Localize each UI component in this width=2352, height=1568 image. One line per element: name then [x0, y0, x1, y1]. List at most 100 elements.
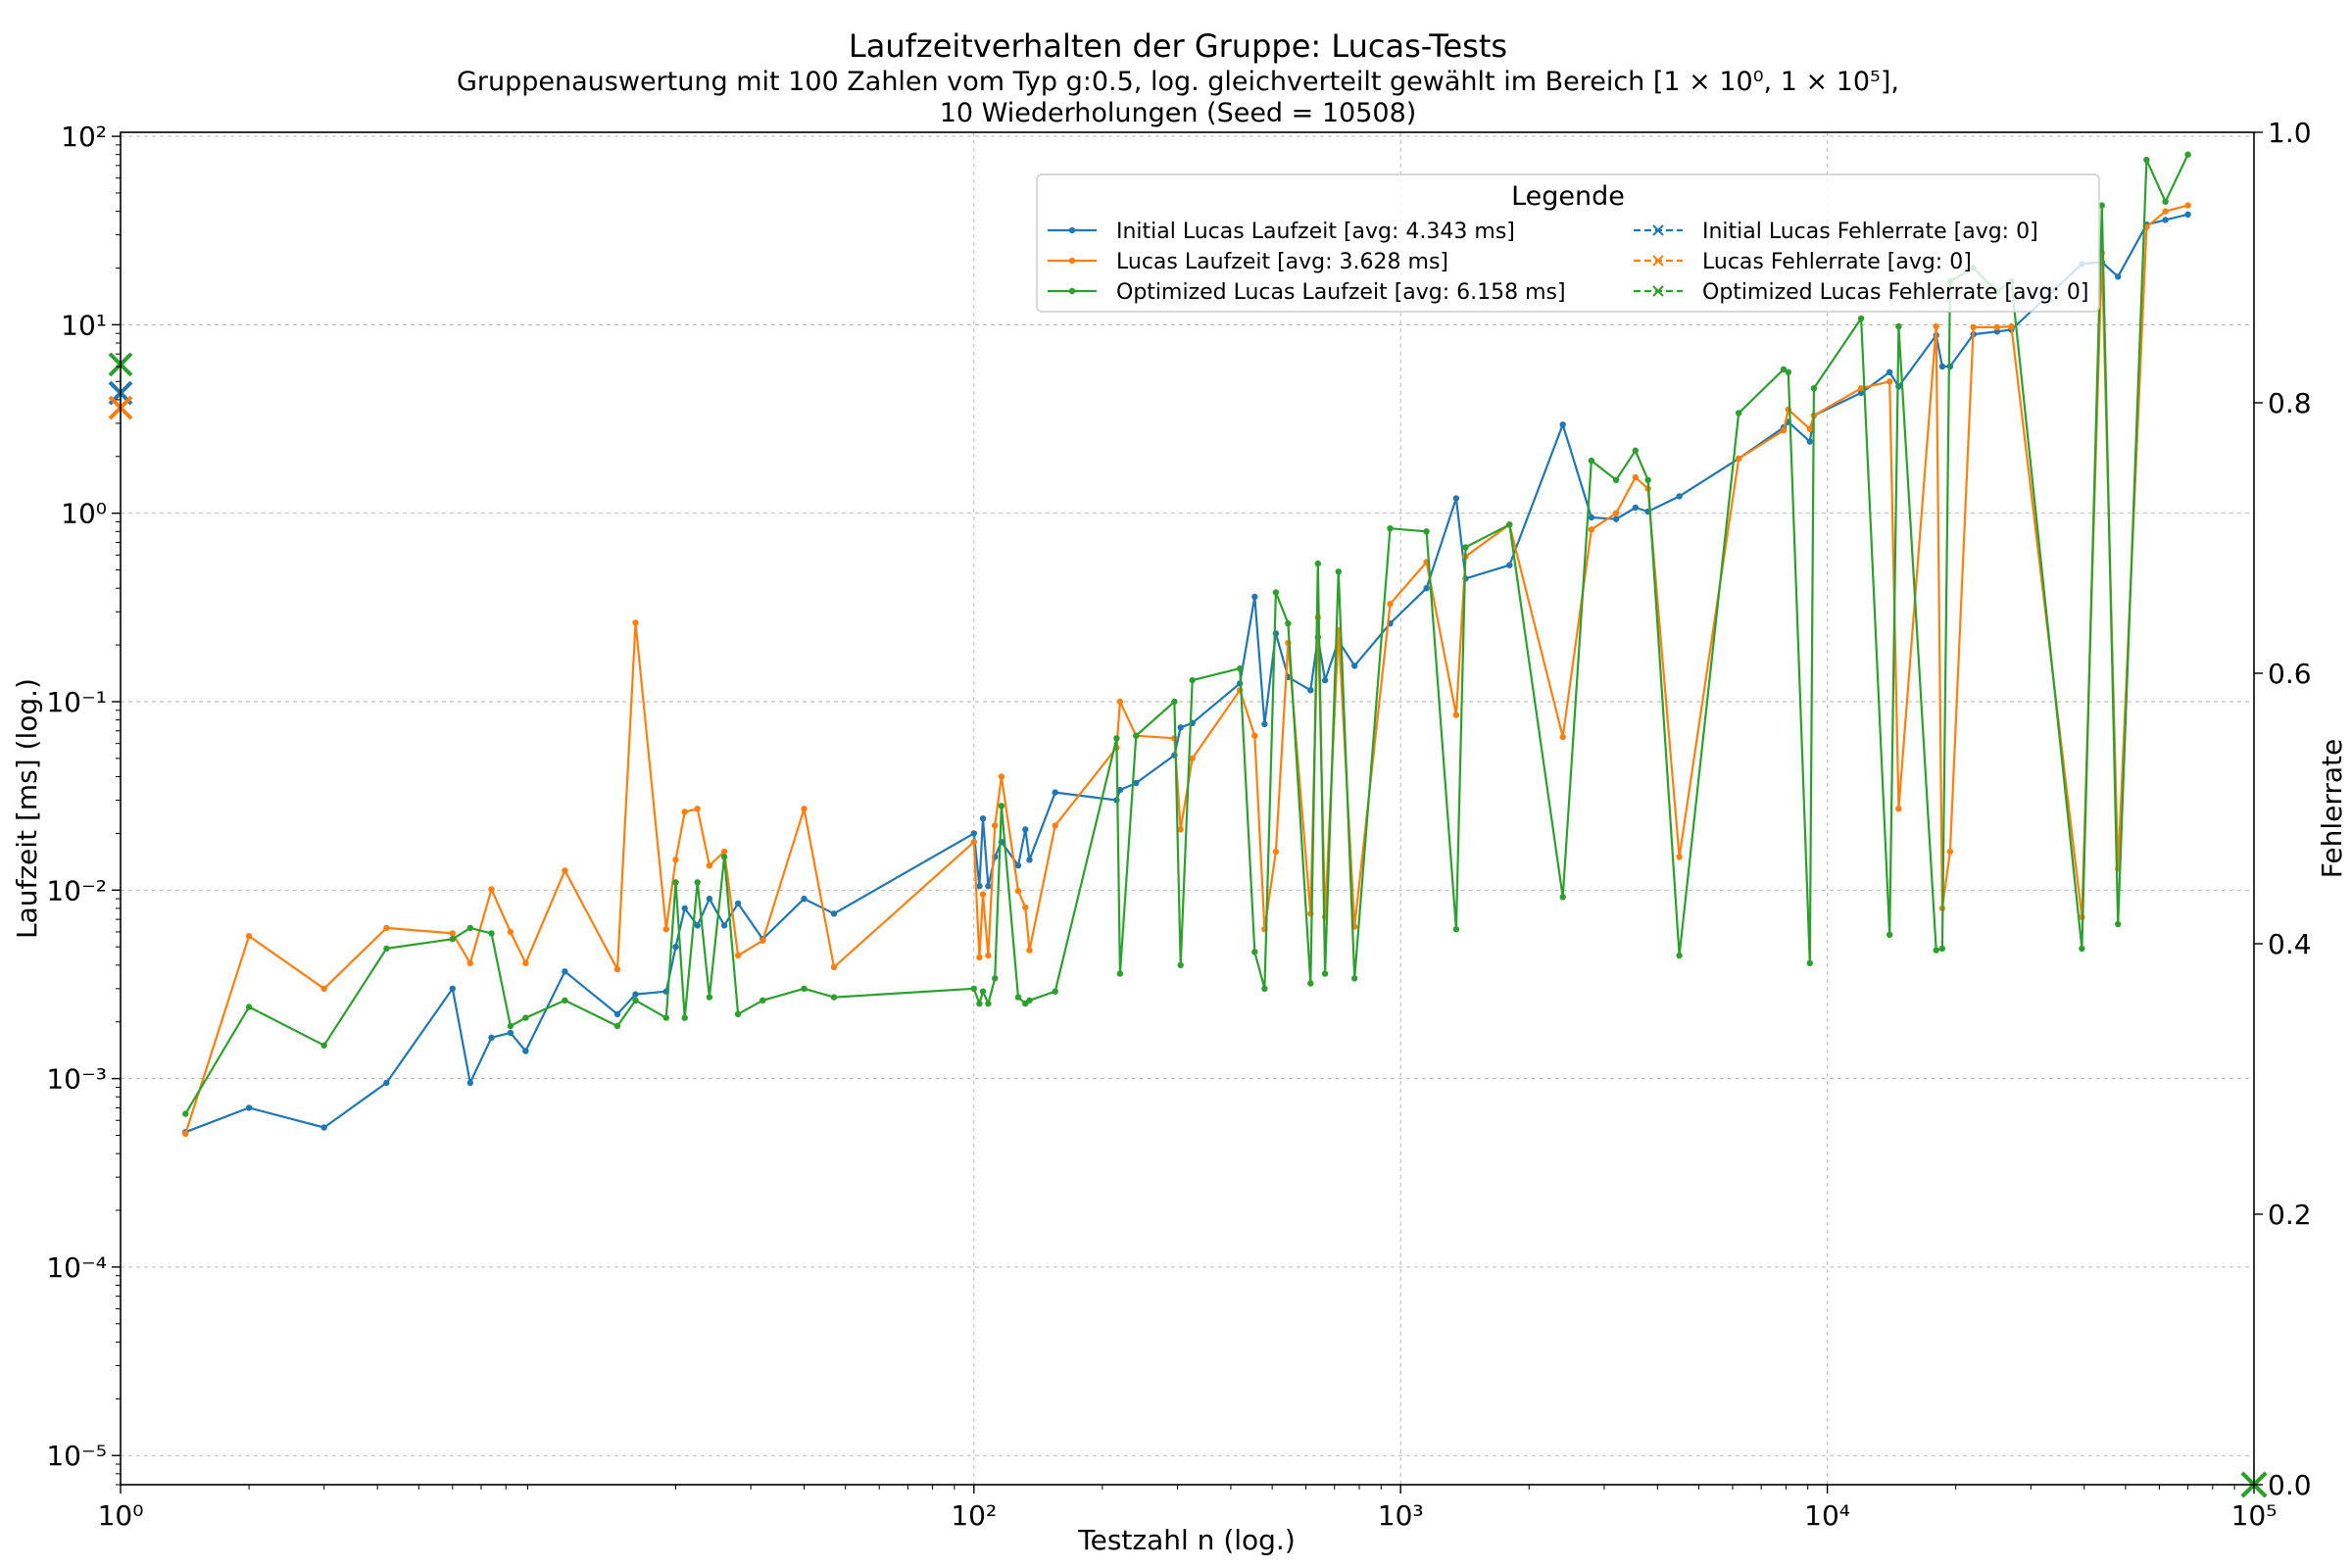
- data-point: [562, 867, 568, 874]
- data-point: [706, 994, 713, 1001]
- data-point: [507, 1029, 514, 1037]
- data-point: [613, 965, 621, 973]
- y-tick-label: 10²: [61, 121, 107, 153]
- data-point: [1177, 724, 1184, 731]
- data-point: [2008, 322, 2015, 330]
- data-point: [320, 1124, 327, 1131]
- legend-title: Legende: [1511, 181, 1625, 212]
- legend-label: Optimized Lucas Fehlerrate [avg: 0]: [1702, 280, 2088, 305]
- data-point: [1335, 568, 1343, 575]
- data-point: [182, 1110, 189, 1117]
- legend-point-swatch: [1068, 226, 1076, 234]
- legend-label: Initial Lucas Fehlerrate [avg: 0]: [1702, 220, 2038, 244]
- data-point: [1676, 493, 1683, 500]
- data-point: [1559, 733, 1566, 741]
- data-point: [1857, 315, 1865, 322]
- legend-label: Initial Lucas Laufzeit [avg: 4.343 ms]: [1116, 220, 1515, 244]
- legend-entry: Lucas Fehlerrate [avg: 0]: [1634, 250, 1972, 274]
- data-point: [1806, 425, 1814, 432]
- data-point: [760, 997, 766, 1004]
- data-point: [1272, 589, 1280, 596]
- legend-point-swatch: [1068, 257, 1076, 265]
- data-point: [1559, 894, 1566, 901]
- data-point: [720, 848, 728, 856]
- data-point: [1886, 931, 1893, 938]
- data-point: [1632, 473, 1640, 481]
- data-point: [632, 619, 639, 626]
- legend: Legende Initial Lucas Laufzeit [avg: 4.3…: [1036, 173, 2100, 313]
- data-point: [1588, 526, 1595, 533]
- data-point: [1559, 421, 1566, 428]
- legend-entry: Lucas Laufzeit [avg: 3.628 ms]: [1048, 250, 1448, 274]
- data-point: [632, 997, 639, 1004]
- data-point: [801, 895, 808, 903]
- right-y-axis-label: Fehlerrate: [2316, 739, 2348, 878]
- data-point: [1886, 368, 1893, 375]
- data-point: [2184, 151, 2191, 158]
- data-point: [1632, 504, 1640, 512]
- data-point: [522, 959, 529, 966]
- y-axis-label: Laufzeit [ms] (log.): [11, 678, 43, 939]
- y-tick-label: 10⁻¹: [46, 686, 107, 718]
- y-tick-label: 10¹: [61, 309, 107, 341]
- data-point: [1810, 385, 1818, 392]
- data-point: [320, 985, 327, 992]
- data-point: [1307, 687, 1314, 694]
- data-point: [1116, 786, 1124, 794]
- data-point: [1022, 826, 1029, 833]
- data-point: [992, 975, 999, 982]
- data-point: [1506, 521, 1513, 528]
- data-point: [507, 1022, 514, 1030]
- data-point: [970, 985, 977, 992]
- data-point: [1133, 779, 1140, 787]
- data-point: [1452, 711, 1460, 718]
- right-y-tick-label: 0.2: [2268, 1199, 2312, 1231]
- data-point: [1612, 515, 1620, 522]
- data-point: [1189, 755, 1196, 762]
- data-point: [1387, 601, 1394, 608]
- data-point: [694, 922, 701, 929]
- x-axis-label: Testzahl n (log.): [1077, 1524, 1296, 1556]
- data-point: [1052, 822, 1058, 829]
- data-point: [1452, 926, 1460, 933]
- data-point: [320, 1042, 327, 1049]
- x-tick-label: 10⁰: [98, 1499, 144, 1532]
- y-tick-label: 10⁰: [61, 498, 107, 530]
- data-point: [1022, 904, 1029, 911]
- data-point: [720, 854, 728, 860]
- data-point: [1970, 323, 1977, 331]
- data-point: [1014, 887, 1022, 895]
- data-series: [182, 151, 2268, 1498]
- data-point: [1014, 994, 1022, 1001]
- data-point: [1251, 593, 1258, 601]
- y-tick-label: 10⁻⁴: [46, 1251, 107, 1284]
- y-tick-label: 10⁻²: [46, 874, 107, 906]
- right-y-tick-label: 0.4: [2268, 928, 2312, 960]
- legend-x-swatch: [1652, 224, 1664, 236]
- data-point: [760, 937, 766, 944]
- data-point: [2079, 945, 2085, 953]
- data-point: [1806, 438, 1814, 445]
- y-tick-label: 10⁻³: [46, 1063, 107, 1096]
- chart-title: Laufzeitverhalten der Gruppe: Lucas-Test…: [849, 27, 1507, 65]
- x-tick-label: 10²: [951, 1499, 997, 1532]
- legend-label: Lucas Laufzeit [avg: 3.628 ms]: [1116, 250, 1448, 274]
- data-point: [1895, 806, 1902, 812]
- data-point: [1806, 959, 1814, 966]
- data-point: [383, 945, 390, 953]
- data-point: [706, 895, 713, 903]
- data-point: [970, 830, 977, 837]
- data-point: [488, 1034, 495, 1042]
- data-point: [998, 803, 1005, 809]
- data-point: [466, 959, 473, 966]
- y-tick-label: 10⁻⁵: [46, 1440, 107, 1472]
- data-point: [985, 883, 992, 890]
- data-point: [1052, 988, 1058, 995]
- data-point: [562, 968, 568, 975]
- data-point: [488, 930, 495, 937]
- plot-frame: [120, 131, 2255, 1486]
- data-point: [449, 985, 456, 992]
- data-point: [2115, 920, 2122, 928]
- data-point: [998, 773, 1005, 780]
- data-point: [1285, 620, 1292, 627]
